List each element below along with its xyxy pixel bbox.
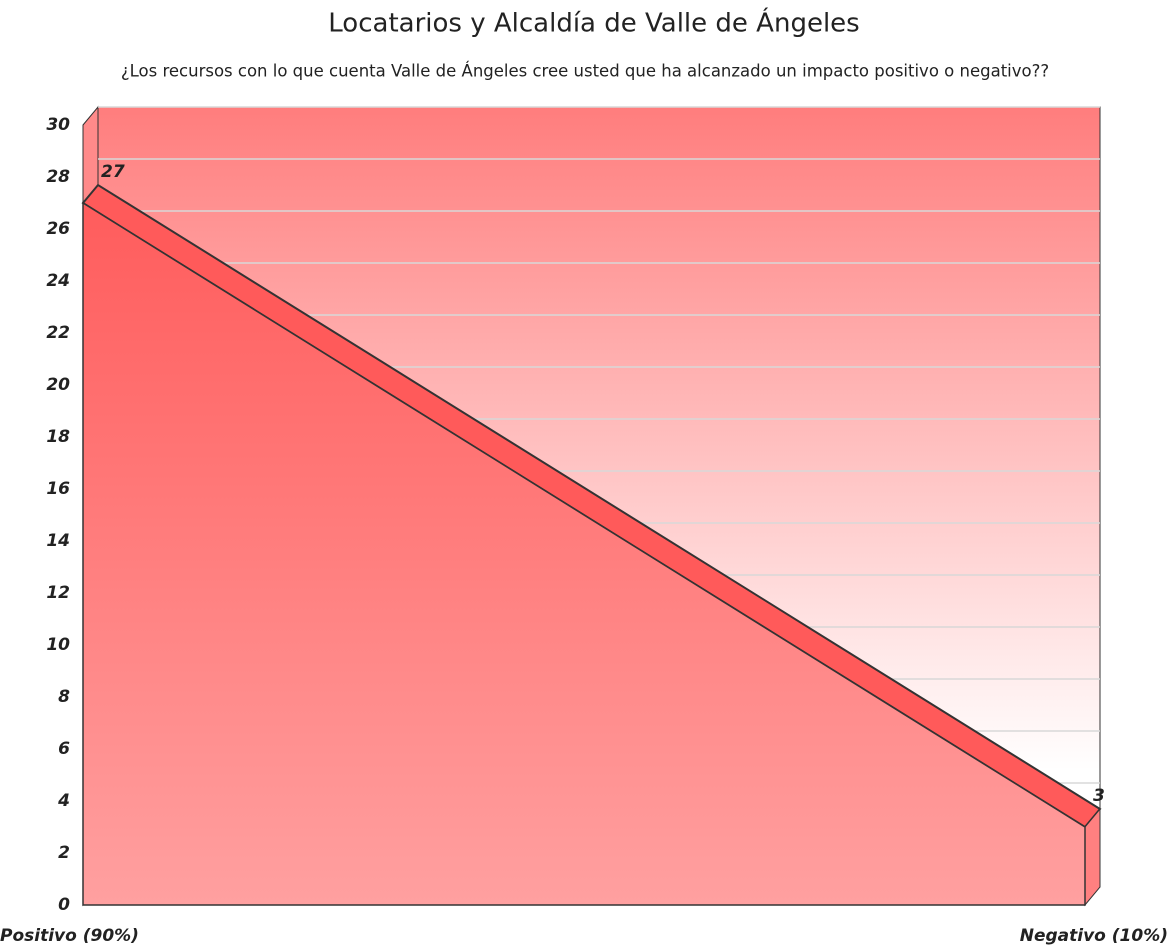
chart-title: Locatarios y Alcaldía de Valle de Ángele…: [328, 7, 859, 39]
y-tick-label: 12: [46, 583, 70, 603]
x-tick-label: Positivo (90%): [0, 926, 139, 946]
y-tick-label: 0: [58, 895, 70, 915]
y-tick-label: 2: [58, 843, 70, 863]
y-tick-label: 22: [46, 323, 70, 343]
y-tick-label: 4: [57, 791, 70, 811]
area: [82, 201, 1086, 906]
x-tick-label: Negativo (10%): [1020, 926, 1168, 946]
data-label: 3: [1093, 786, 1105, 806]
y-tick-label: 18: [46, 427, 70, 447]
chart-subtitle: ¿Los recursos con lo que cuenta Valle de…: [121, 62, 1049, 81]
y-tick-label: 30: [46, 115, 70, 135]
y-tick-label: 26: [46, 219, 70, 239]
y-tick-label: 14: [46, 531, 70, 551]
y-tick-label: 16: [46, 479, 70, 499]
y-tick-label: 10: [46, 635, 70, 655]
y-tick-label: 8: [58, 687, 70, 707]
y-tick-label: 20: [46, 375, 70, 395]
data-label: 27: [101, 162, 125, 182]
y-tick-label: 6: [58, 739, 70, 759]
y-tick-label: 24: [46, 271, 70, 291]
y-tick-label: 28: [46, 167, 70, 187]
